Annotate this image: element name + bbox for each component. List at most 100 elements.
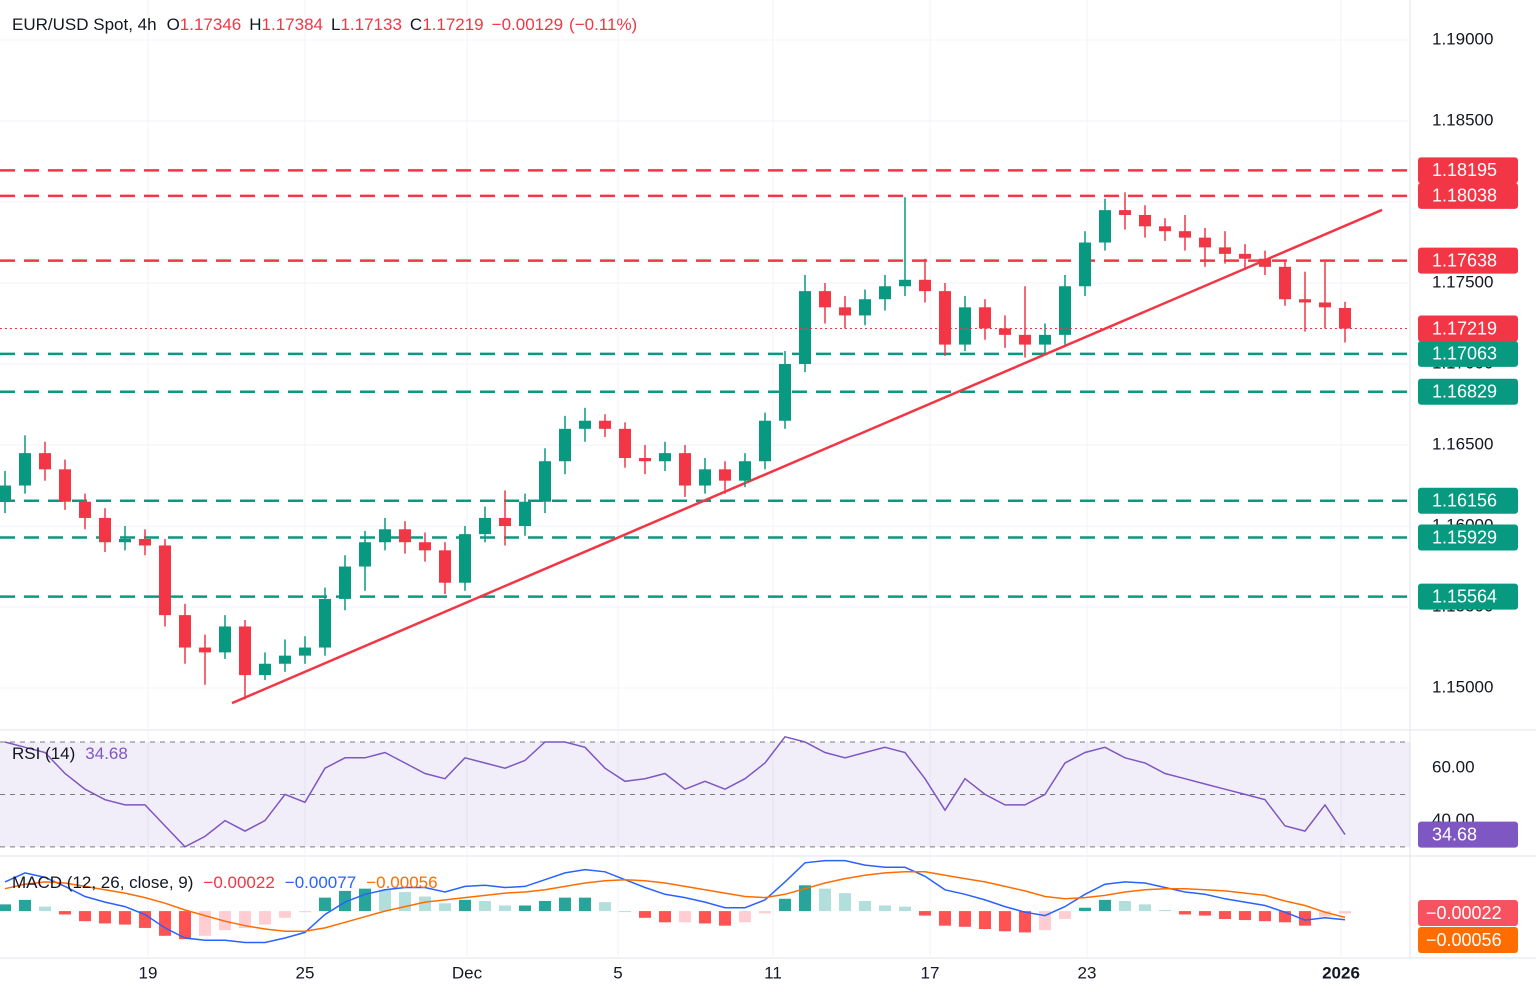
labels: 1.150001.155001.160001.165001.170001.175… xyxy=(12,15,1518,982)
candle-body xyxy=(1139,214,1151,227)
price-badge-label: 1.15929 xyxy=(1432,527,1497,547)
price-badge-label: 1.15564 xyxy=(1432,586,1497,606)
ohlc-label: O xyxy=(167,15,180,34)
candle-body xyxy=(1019,334,1031,345)
ohlc-label: H xyxy=(249,15,261,34)
candle-body xyxy=(659,453,671,462)
macd-histogram-bar xyxy=(179,911,191,940)
candle-body xyxy=(359,542,371,567)
macd-histogram-bar xyxy=(859,900,871,912)
macd-histogram-bar xyxy=(779,898,791,912)
macd-histogram-bar xyxy=(1139,904,1151,912)
x-tick-label: Dec xyxy=(452,963,483,982)
price-badge-label: 1.16829 xyxy=(1432,381,1497,401)
macd-histogram-bar xyxy=(799,885,811,912)
candle-body xyxy=(279,655,291,664)
candle-body xyxy=(219,626,231,653)
macd-histogram-bar xyxy=(919,911,931,916)
x-tick-label: 17 xyxy=(921,963,940,982)
candle-body xyxy=(79,501,91,518)
x-tick-label: 25 xyxy=(296,963,315,982)
price-badge-label: 1.16156 xyxy=(1432,491,1497,511)
candle-body xyxy=(199,647,211,653)
rsi-title: RSI (14) xyxy=(12,744,75,763)
macd-histogram-bar xyxy=(999,911,1011,932)
macd-histogram-bar xyxy=(1079,907,1091,912)
candle-body xyxy=(1099,210,1111,243)
macd-histogram-bar xyxy=(659,911,671,923)
candle-body xyxy=(759,420,771,462)
candle-body xyxy=(639,457,651,462)
candle-body xyxy=(1159,226,1171,232)
marks xyxy=(0,169,1410,944)
price-badge xyxy=(1418,583,1518,610)
macd-histogram-bar xyxy=(719,911,731,926)
candle-body xyxy=(119,538,131,543)
macd-histogram-bar xyxy=(119,911,131,925)
candle-body xyxy=(1259,258,1271,267)
candle-body xyxy=(1339,307,1351,329)
price-badge xyxy=(1418,821,1518,848)
macd-histogram-bar xyxy=(319,897,331,912)
candle-body xyxy=(479,517,491,535)
macd-histogram-bar xyxy=(1339,911,1351,914)
symbol-title: EUR/USD Spot, 4h xyxy=(12,15,157,34)
macd-histogram-bar xyxy=(679,911,691,923)
price-badge-label: 34.68 xyxy=(1432,824,1477,844)
candle-body xyxy=(459,534,471,583)
candle-body xyxy=(419,542,431,551)
macd-histogram-bar xyxy=(959,911,971,927)
candle-body xyxy=(899,279,911,287)
candle-body xyxy=(319,598,331,648)
candle-body xyxy=(59,469,71,502)
candle-body xyxy=(19,453,31,486)
candle-body xyxy=(1059,286,1071,335)
price-badge xyxy=(1418,182,1518,209)
candle-body xyxy=(1039,334,1051,345)
candle-body xyxy=(539,461,551,502)
macd-histogram-bar xyxy=(479,900,491,912)
y-tick-label: 1.15000 xyxy=(1432,678,1493,697)
candle-body xyxy=(1239,253,1251,259)
price-badge xyxy=(1418,247,1518,274)
y-tick-label: 1.17500 xyxy=(1432,273,1493,292)
candle-body xyxy=(619,428,631,458)
candle-body xyxy=(439,550,451,583)
macd-histogram-bar xyxy=(439,903,451,912)
macd-histogram-bar xyxy=(1159,909,1171,912)
candle-body xyxy=(1199,237,1211,248)
candle-body xyxy=(679,453,691,486)
candle-body xyxy=(339,566,351,599)
candle-body xyxy=(579,420,591,429)
grid xyxy=(0,0,1410,958)
macd-badge-label: −0.00056 xyxy=(1426,930,1502,950)
candle-body xyxy=(559,428,571,462)
candle-body xyxy=(299,647,311,656)
macd-histogram-bar xyxy=(1099,899,1111,912)
macd-histogram-bar xyxy=(39,906,51,912)
candle-body xyxy=(919,279,931,292)
macd-histogram-bar xyxy=(19,899,31,912)
candle-body xyxy=(739,461,751,481)
change-percent: (−0.11%) xyxy=(569,15,637,34)
price-badge xyxy=(1418,157,1518,184)
trendline xyxy=(231,208,1383,705)
macd-histogram-bar xyxy=(1319,911,1331,917)
y-tick-label: 1.19000 xyxy=(1432,29,1493,48)
x-tick-label: 19 xyxy=(139,963,158,982)
macd-histogram-bar xyxy=(619,911,631,913)
candle-body xyxy=(39,453,51,470)
macd-histogram-bar xyxy=(559,897,571,912)
macd-histogram-bar xyxy=(1259,911,1271,922)
candle-body xyxy=(599,420,611,429)
macd-histogram-bar xyxy=(1039,911,1051,931)
macd-histogram-bar xyxy=(459,899,471,912)
macd-histogram-bar xyxy=(159,911,171,936)
macd-histogram-bar xyxy=(1019,911,1031,933)
macd-histogram-bar xyxy=(899,906,911,912)
ohlc-value: 1.17346 xyxy=(180,15,241,34)
change-value: −0.00129 xyxy=(492,15,563,34)
macd-histogram-bar xyxy=(1279,911,1291,923)
candle-body xyxy=(1219,247,1231,254)
